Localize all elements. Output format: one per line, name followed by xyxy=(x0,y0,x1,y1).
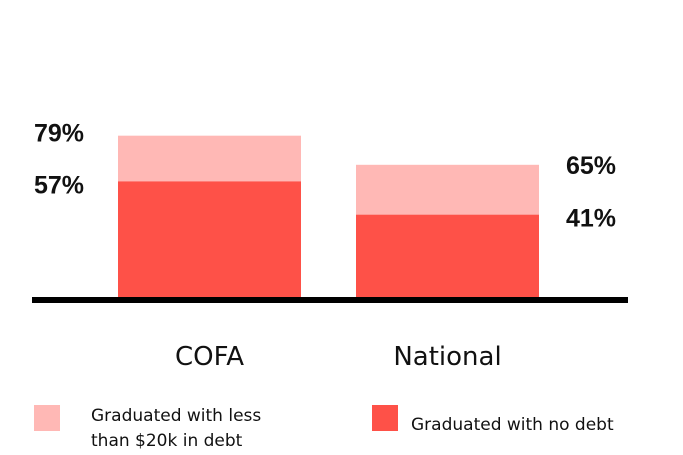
data-label-cofa-no-debt: 57% xyxy=(34,171,84,199)
legend-label-less-than-20k-line-2: than $20k in debt xyxy=(91,431,243,451)
legend-label-less-than-20k-line-1: Graduated with less xyxy=(91,406,261,426)
legend-swatch-no-debt xyxy=(372,405,398,431)
bar-cofa-no-debt xyxy=(118,181,301,300)
data-label-national-less-than-20k: 65% xyxy=(566,152,616,180)
data-label-national-no-debt: 41% xyxy=(566,205,616,233)
legend-label-no-debt: Graduated with no debt xyxy=(411,415,614,435)
data-labels: 79% 57% 65% 41% xyxy=(34,120,616,233)
data-label-cofa-less-than-20k: 79% xyxy=(34,120,84,148)
bars-layer xyxy=(118,135,539,300)
bar-national-no-debt xyxy=(356,214,539,300)
legend: Graduated with less than $20k in debt Gr… xyxy=(34,405,614,451)
x-tick-label-cofa: COFA xyxy=(175,342,244,372)
category-labels: COFA National xyxy=(175,342,502,372)
x-tick-label-national: National xyxy=(393,342,501,372)
legend-swatch-less-than-20k xyxy=(34,405,60,431)
